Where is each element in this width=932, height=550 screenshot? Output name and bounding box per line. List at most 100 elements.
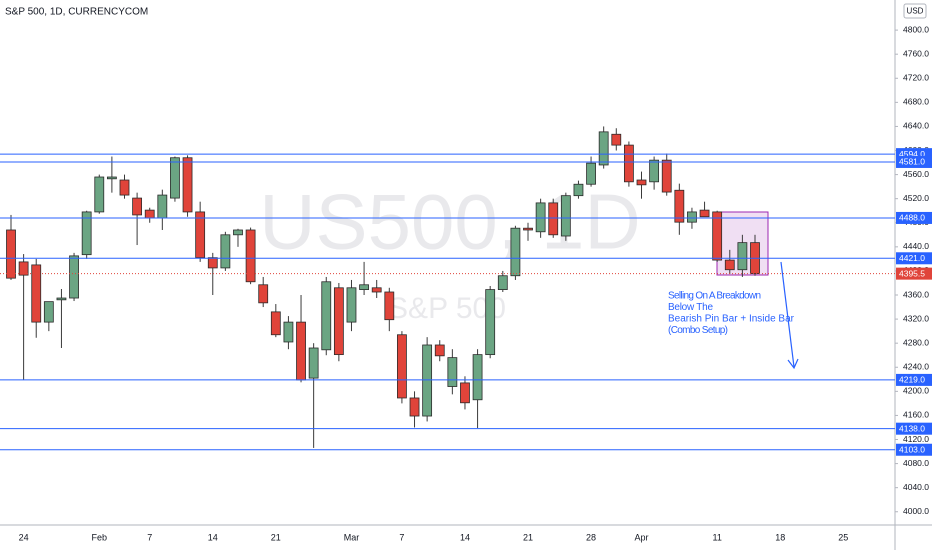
candle-body xyxy=(598,131,609,166)
candle-body xyxy=(699,209,710,218)
x-tick-label: Feb xyxy=(92,532,108,542)
level-label-bg xyxy=(896,443,932,456)
currency[interactable]: USD xyxy=(907,7,924,16)
candle-body xyxy=(548,202,559,236)
y-tick-label: 4680.0 xyxy=(903,97,929,107)
candle-body xyxy=(258,284,269,304)
y-tick-label: 4520.0 xyxy=(903,193,929,203)
y-tick-label: 4560.0 xyxy=(903,169,929,179)
level-label: 4581.0 xyxy=(899,157,925,167)
x-tick-label: 24 xyxy=(19,532,29,542)
candle-body xyxy=(724,259,735,271)
candle-body xyxy=(69,255,79,299)
candle-body xyxy=(535,202,546,233)
candle-body xyxy=(233,229,243,236)
x-tick-label: 7 xyxy=(147,532,152,542)
x-tick-label: 28 xyxy=(586,532,596,542)
x-tick-label: Mar xyxy=(344,532,360,542)
candle-body xyxy=(560,195,571,237)
candle-body xyxy=(674,189,685,223)
level-label: 4138.0 xyxy=(899,423,925,433)
level-label: 4219.0 xyxy=(899,375,925,385)
last-price-bg xyxy=(896,267,932,280)
y-tick-label: 4800.0 xyxy=(903,24,929,34)
candle-body xyxy=(43,301,54,323)
x-tick-label: Apr xyxy=(634,532,648,542)
candle-body xyxy=(56,297,67,301)
candle-body xyxy=(321,281,332,351)
annotation-line: Selling On A Breakdown xyxy=(668,291,761,302)
currency-box[interactable] xyxy=(903,3,927,19)
candle-body xyxy=(460,382,470,404)
x-tick-label: 18 xyxy=(775,532,785,542)
candle-body xyxy=(308,347,319,379)
candle-body xyxy=(397,334,407,399)
candle-body xyxy=(106,176,117,180)
candle-body xyxy=(207,257,218,269)
candle-body xyxy=(573,183,584,197)
candle-body xyxy=(132,197,143,216)
candle-body xyxy=(371,287,382,293)
x-tick-label: 14 xyxy=(208,532,218,542)
arrow-head xyxy=(787,358,799,370)
candle-body xyxy=(497,275,508,290)
candle-body xyxy=(510,227,521,277)
candle-body xyxy=(157,194,168,219)
candle-body xyxy=(119,179,130,196)
candle-body xyxy=(472,354,483,401)
candle-body xyxy=(81,211,92,256)
level-label-bg xyxy=(896,373,932,386)
y-tick-label: 4040.0 xyxy=(903,482,929,492)
y-tick-label: 4200.0 xyxy=(903,386,929,396)
y-tick-label: 4320.0 xyxy=(903,313,929,323)
x-tick-label: 11 xyxy=(712,532,721,542)
level-label-bg xyxy=(896,252,932,265)
candle-body xyxy=(6,229,16,279)
candle-body xyxy=(422,344,433,417)
watermark: US500, 1D xyxy=(259,178,641,266)
candle-body xyxy=(182,157,193,213)
y-tick-label: 4160.0 xyxy=(903,410,929,420)
candle-body xyxy=(687,211,697,223)
candle-body xyxy=(333,287,344,356)
candle-body xyxy=(409,397,420,417)
candle-body xyxy=(661,159,672,193)
candle-body xyxy=(144,209,155,219)
y-tick-label: 4280.0 xyxy=(903,337,929,347)
candle-body xyxy=(611,133,622,146)
level-label: 4488.0 xyxy=(899,213,925,223)
candle-body xyxy=(586,162,596,185)
annotation-line: (Combo Setup) xyxy=(668,325,728,336)
candle-body xyxy=(94,176,105,213)
candle-body xyxy=(737,242,748,271)
candle-body xyxy=(712,211,723,261)
candle-body xyxy=(649,159,660,183)
candle-body xyxy=(384,291,395,321)
last-price-label: 4395.5 xyxy=(899,268,925,278)
y-tick-label: 4640.0 xyxy=(903,121,929,131)
level-label: 4103.0 xyxy=(899,444,925,454)
level-label-bg xyxy=(896,211,932,224)
candle-body xyxy=(447,357,458,387)
level-label: 4594.0 xyxy=(899,149,925,159)
candle-body xyxy=(18,261,29,276)
level-label-bg xyxy=(896,155,932,168)
candle-body xyxy=(170,157,180,199)
candle-body xyxy=(270,311,281,336)
y-tick-label: 4080.0 xyxy=(903,458,929,468)
chart-title: S&P 500, 1D, CURRENCYCOM xyxy=(5,7,148,18)
candle-body xyxy=(283,321,294,343)
candle-body xyxy=(296,321,306,381)
x-tick-label: 25 xyxy=(838,532,848,542)
candle-body xyxy=(523,227,533,231)
annotation-line: Below The xyxy=(668,302,713,313)
y-tick-label: 4760.0 xyxy=(903,48,929,58)
candle-body xyxy=(636,179,647,186)
candle-body xyxy=(346,287,357,323)
candle-body xyxy=(220,234,231,269)
y-tick-label: 4120.0 xyxy=(903,434,929,444)
x-tick-label: 7 xyxy=(399,532,404,542)
candle-body xyxy=(359,284,369,290)
